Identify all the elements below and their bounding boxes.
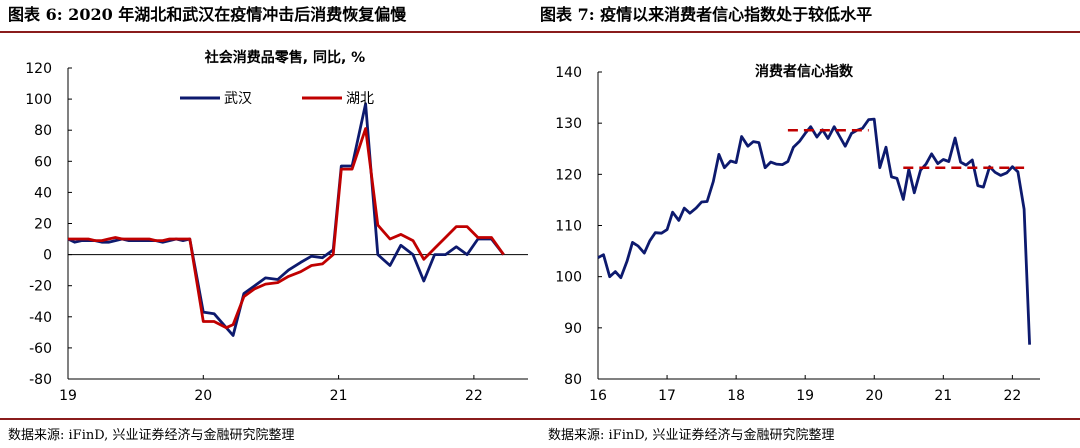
x-tick-label: 21 xyxy=(330,388,348,404)
y-tick-label: 130 xyxy=(555,116,582,132)
y-tick-label: 60 xyxy=(34,154,52,170)
figure-caption-left: 图表 6: 2020 年湖北和武汉在疫情冲击后消费恢复偏慢 xyxy=(8,5,407,24)
x-tick-label: 22 xyxy=(1003,388,1021,404)
y-tick-label: 120 xyxy=(25,61,52,77)
x-tick-label: 20 xyxy=(865,388,883,404)
y-tick-label: -40 xyxy=(29,310,52,326)
y-tick-label: 100 xyxy=(555,270,582,286)
x-tick-label: 20 xyxy=(194,388,212,404)
series-line xyxy=(597,117,1031,345)
x-tick-label: 18 xyxy=(727,388,745,404)
x-tick-label: 19 xyxy=(796,388,814,404)
legend-label: 湖北 xyxy=(346,91,374,107)
y-tick-label: 110 xyxy=(555,219,582,235)
y-tick-label: 120 xyxy=(555,167,582,183)
chart-title: 消费者信心指数 xyxy=(755,63,854,80)
source-note-left: 数据来源: iFinD, 兴业证券经济与金融研究院整理 xyxy=(8,428,295,443)
figure-caption-right: 图表 7: 疫情以来消费者信心指数处于较低水平 xyxy=(540,5,873,24)
y-tick-label: 80 xyxy=(564,372,582,388)
chart-title: 社会消费品零售, 同比, % xyxy=(204,49,365,66)
x-tick-label: 21 xyxy=(934,388,952,404)
x-tick-label: 22 xyxy=(465,388,483,404)
y-tick-label: 0 xyxy=(43,248,52,264)
x-tick-label: 16 xyxy=(589,388,607,404)
series-line xyxy=(67,102,505,337)
y-tick-label: 40 xyxy=(34,185,52,201)
y-tick-label: -80 xyxy=(29,372,52,388)
legend-label: 武汉 xyxy=(224,91,252,107)
consumer-confidence-chart: 80 90 100 110 120 130 140 16 17 18 19 20 21 22 消费者信心指数 xyxy=(555,63,1040,404)
footer-rule xyxy=(0,418,1080,420)
y-tick-label: 20 xyxy=(34,217,52,233)
x-tick-label: 19 xyxy=(59,388,77,404)
series-line xyxy=(68,127,505,330)
y-tick-label: -60 xyxy=(29,341,52,357)
retail-sales-chart: -80 -60 -40 -20 0 20 40 60 80 100 120 19 20 21 22 社会消费品… xyxy=(25,49,528,404)
y-tick-label: 140 xyxy=(555,65,582,81)
x-tick-label: 17 xyxy=(658,388,676,404)
y-tick-label: -20 xyxy=(29,279,52,295)
y-tick-label: 100 xyxy=(25,92,52,108)
y-tick-label: 90 xyxy=(564,321,582,337)
y-tick-label: 80 xyxy=(34,123,52,139)
source-note-right: 数据来源: iFinD, 兴业证券经济与金融研究院整理 xyxy=(548,428,835,443)
header-rule xyxy=(0,31,1080,33)
